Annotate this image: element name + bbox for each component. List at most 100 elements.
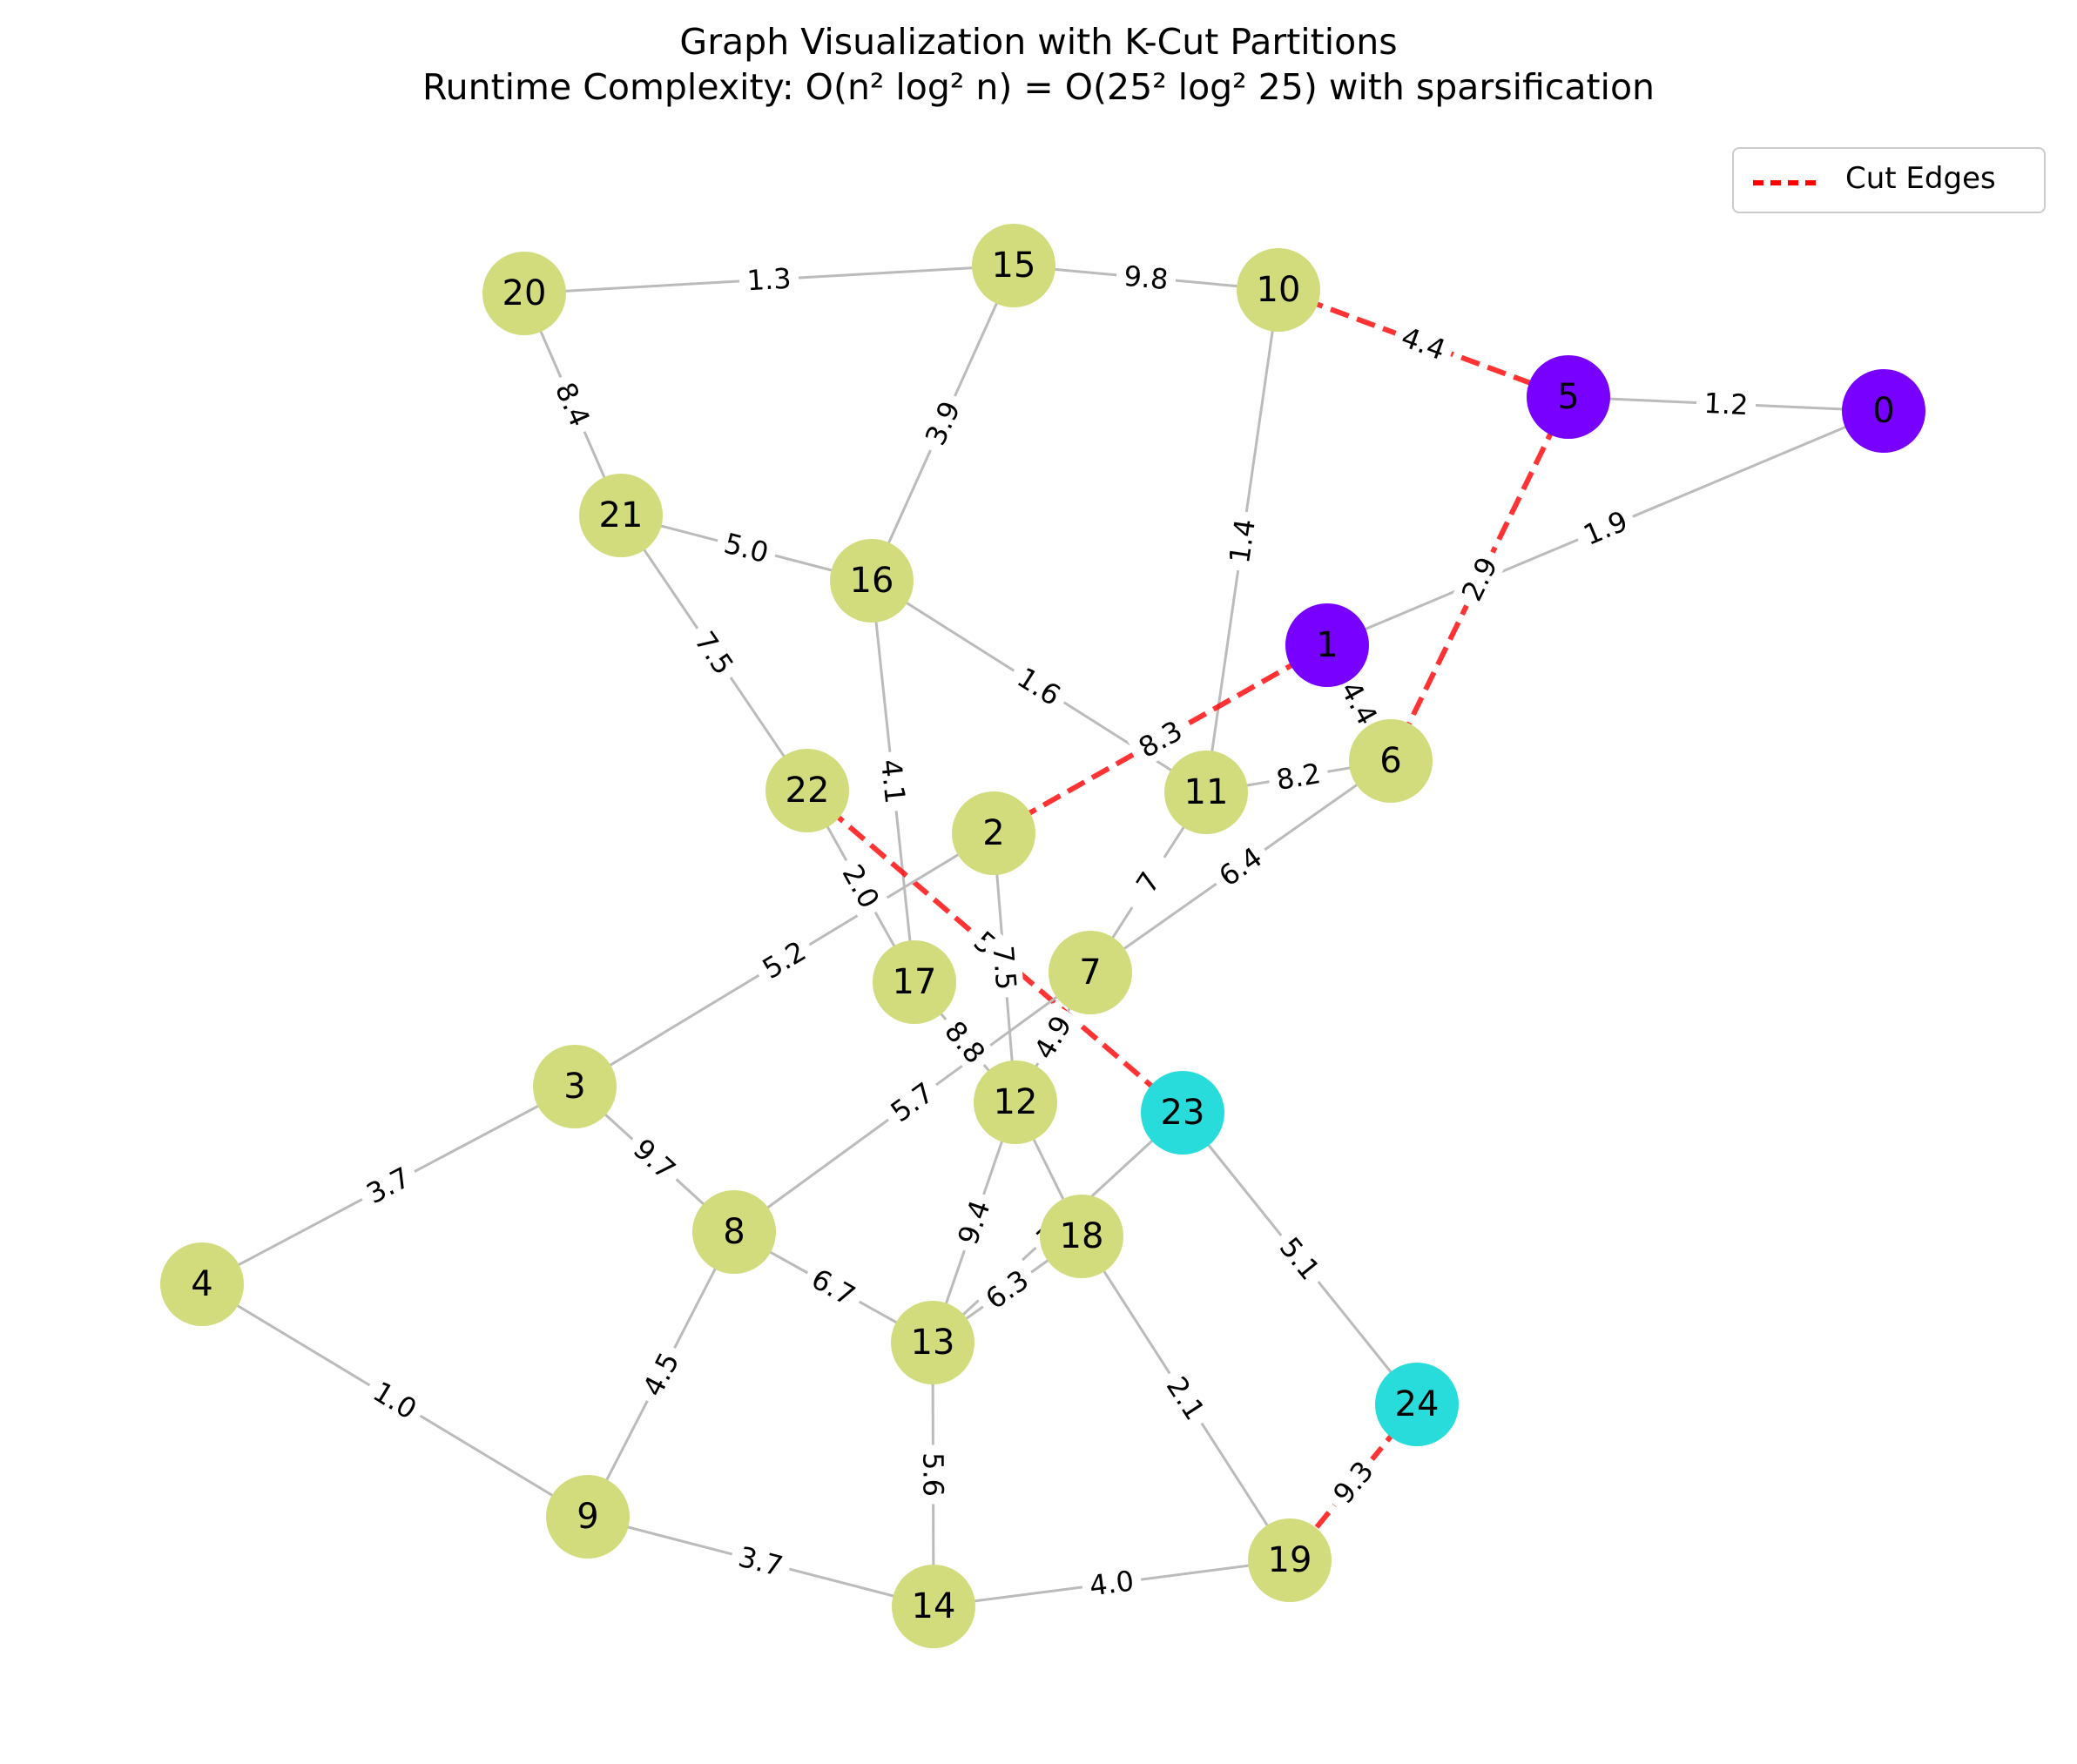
- node-label: 24: [1395, 1384, 1440, 1424]
- edge-weight-text: 9.8: [1123, 259, 1170, 297]
- node-circle: [160, 1242, 244, 1326]
- node-10: 10: [1237, 248, 1320, 332]
- edge-label-9-14: 3.7: [727, 1537, 794, 1586]
- node-circle: [873, 940, 956, 1024]
- node-label: 19: [1268, 1540, 1312, 1580]
- node-23: 23: [1141, 1071, 1224, 1155]
- edge-label-bg: [1022, 1003, 1083, 1072]
- edge-label-bg: [915, 1444, 951, 1505]
- node-14: 14: [892, 1565, 975, 1648]
- node-circle: [1349, 719, 1433, 803]
- edge-label-8-13: 6.7: [799, 1257, 868, 1317]
- node-label: 22: [786, 771, 830, 811]
- edge-label-2-12: 7.5: [984, 936, 1025, 1000]
- node-label: 6: [1379, 741, 1401, 781]
- edge-label-0-1: 1.9: [1571, 500, 1640, 556]
- edge-label-bg: [1451, 544, 1508, 614]
- edge-label-bg: [1696, 385, 1757, 423]
- edge-label-bg: [799, 1257, 868, 1317]
- node-7: 7: [1049, 931, 1132, 1014]
- edge-label-10-5: 4.4: [1389, 316, 1458, 371]
- edge-weight-text: 1.3: [746, 262, 792, 298]
- title-line-2: Runtime Complexity: O(n² log² n) = O(25²…: [421, 66, 1656, 108]
- chart-title: Graph Visualization with K-Cut Partition…: [0, 19, 2077, 110]
- edge-label-21-16: 5.0: [713, 523, 779, 573]
- edge-label-12-13: 9.4: [947, 1188, 1001, 1256]
- edge-weight-text: 7.5: [987, 945, 1023, 992]
- node-circle: [533, 1045, 617, 1128]
- node-label: 4: [191, 1264, 212, 1304]
- node-circle: [974, 1060, 1057, 1144]
- edge-label-10-11: 1.4: [1220, 508, 1264, 574]
- node-circle: [546, 1475, 630, 1559]
- edge-weight-text: 5.0: [721, 527, 772, 570]
- edge-label-bg: [1115, 257, 1177, 299]
- edge-label-bg: [631, 1340, 691, 1409]
- node-label: 7: [1079, 953, 1101, 993]
- edge-label-bg: [947, 1188, 1001, 1256]
- node-15: 15: [972, 224, 1055, 307]
- edge-label-6-7: 6.4: [1206, 835, 1275, 899]
- node-circle: [1040, 1195, 1123, 1278]
- edge-label-16-17: 4.1: [873, 750, 914, 813]
- edge-label-bg: [932, 1008, 998, 1076]
- node-circle: [892, 1565, 975, 1648]
- edges-layer: [201, 264, 1885, 1608]
- edge-label-bg: [1220, 508, 1264, 574]
- node-circle: [1375, 1363, 1459, 1446]
- node-9: 9: [546, 1475, 630, 1559]
- node-24: 24: [1375, 1363, 1459, 1446]
- edge-label-bg: [1206, 835, 1275, 899]
- node-label: 3: [563, 1067, 585, 1107]
- edge-label-bg: [1117, 848, 1179, 917]
- edge-label-bg: [727, 1537, 794, 1586]
- node-label: 8: [723, 1212, 745, 1252]
- edge-label-bg: [354, 1155, 423, 1215]
- node-circle: [1141, 1071, 1224, 1155]
- node-label: 0: [1872, 391, 1894, 431]
- edge-weight-text: 5.6: [916, 1452, 949, 1497]
- edge-label-15-10: 9.8: [1115, 257, 1177, 299]
- edge-label-18-19: 2.1: [1155, 1363, 1217, 1433]
- node-12: 12: [974, 1060, 1057, 1144]
- node-label: 10: [1257, 270, 1301, 310]
- edge-label-bg: [620, 1126, 689, 1193]
- node-circle: [1248, 1518, 1332, 1602]
- node-13: 13: [891, 1301, 974, 1384]
- node-17: 17: [873, 940, 956, 1024]
- edge-label-20-21: 8.4: [544, 370, 601, 439]
- node-label: 20: [502, 273, 547, 313]
- edge-weight-text: 8.2: [1274, 757, 1324, 797]
- edge-label-16-11: 1.6: [1004, 656, 1074, 717]
- edge-label-bg: [1267, 1224, 1332, 1293]
- edge-label-bg: [750, 929, 819, 991]
- edge-label-bg: [361, 1370, 429, 1431]
- node-circle: [1527, 355, 1610, 439]
- edge-label-bg: [1571, 500, 1640, 556]
- node-21: 21: [579, 474, 663, 557]
- edge-label-bg: [1266, 754, 1331, 799]
- node-3: 3: [533, 1045, 617, 1128]
- edge-label-bg: [738, 260, 800, 299]
- edge-weight-text: 3.7: [735, 1540, 786, 1584]
- node-label: 5: [1557, 377, 1579, 417]
- node-11: 11: [1164, 751, 1248, 834]
- edge-label-bg: [973, 1257, 1042, 1322]
- edge-label-11-7: 7: [1117, 848, 1179, 917]
- node-label: 23: [1161, 1093, 1205, 1133]
- edge-label-bg: [831, 852, 891, 921]
- edge-label-15-16: 3.9: [914, 388, 971, 458]
- edge-label-5-0: 1.2: [1696, 385, 1757, 423]
- edge-label-bg: [878, 1070, 947, 1134]
- node-1: 1: [1285, 603, 1369, 687]
- edge-label-5-6: 2.9: [1451, 544, 1508, 614]
- node-label: 1: [1316, 625, 1338, 665]
- edge-label-bg: [683, 618, 745, 688]
- edge-label-13-14: 5.6: [915, 1444, 951, 1505]
- node-6: 6: [1349, 719, 1433, 803]
- node-circle: [1237, 248, 1320, 332]
- edge-label-bg: [1126, 709, 1195, 770]
- legend: Cut Edges: [1732, 147, 2046, 213]
- edge-weight-text: 1.4: [1223, 517, 1262, 566]
